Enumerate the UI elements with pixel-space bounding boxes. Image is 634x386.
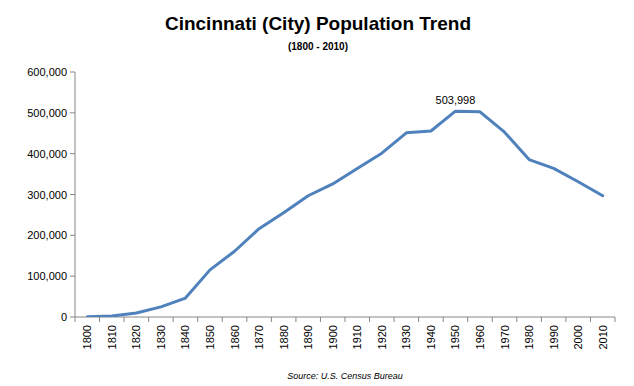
population-line [87,111,602,316]
x-tick [148,317,149,322]
x-tick [516,317,517,322]
x-tick [345,317,346,322]
x-tick [443,317,444,322]
x-tick [467,317,468,322]
y-tick-label: 500,000 [27,107,67,119]
chart-container: Cincinnati (City) Population Trend (1800 … [0,0,634,386]
x-tick [418,317,419,322]
y-tick [70,112,75,113]
x-tick-label: 2000 [572,325,584,349]
x-tick-label: 1960 [474,325,486,349]
x-tick-label: 2010 [597,325,609,349]
x-tick-label: 1860 [229,325,241,349]
x-tick-label: 1940 [425,325,437,349]
x-tick-label: 1980 [523,325,535,349]
x-tick-label: 1830 [155,325,167,349]
y-tick-label: 600,000 [27,66,67,78]
y-tick [70,153,75,154]
x-tick-label: 1950 [449,325,461,349]
chart-svg: Cincinnati (City) Population Trend (1800 … [0,0,634,386]
x-tick-label: 1970 [499,325,511,349]
x-tick [197,317,198,322]
title: Cincinnati (City) Population Trend [165,13,471,34]
x-tick [124,317,125,322]
y-tick [70,72,75,73]
x-tick-label: 1910 [351,325,363,349]
x-tick [541,317,542,322]
x-tick-label: 1800 [81,325,93,349]
x-tick [565,317,566,322]
x-tick [295,317,296,322]
x-tick-label: 1990 [548,325,560,349]
x-tick [615,317,616,322]
y-tick-label: 0 [61,311,67,323]
x-tick-label: 1840 [179,325,191,349]
y-tick [70,235,75,236]
x-tick-label: 1880 [278,325,290,349]
y-tick [70,317,75,318]
x-tick-label: 1920 [376,325,388,349]
x-tick-label: 1850 [204,325,216,349]
x-tick [320,317,321,322]
y-tick-label: 200,000 [27,229,67,241]
subtitle: (1800 - 2010) [288,41,348,52]
x-tick-label: 1930 [400,325,412,349]
x-tick [75,317,76,322]
x-tick [590,317,591,322]
x-tick [369,317,370,322]
x-tick-label: 1870 [253,325,265,349]
x-tick-label: 1820 [130,325,142,349]
data-label: 503,998 [436,94,476,106]
y-tick-label: 400,000 [27,148,67,160]
y-axis [75,72,76,317]
source: Source: U.S. Census Bureau [287,371,403,381]
x-tick [99,317,100,322]
y-tick-label: 100,000 [27,270,67,282]
x-tick [222,317,223,322]
x-tick [173,317,174,322]
y-tick [70,194,75,195]
x-tick [246,317,247,322]
x-tick-label: 1810 [106,325,118,349]
y-tick [70,276,75,277]
x-tick [492,317,493,322]
x-tick-label: 1900 [327,325,339,349]
plot-area [87,111,602,316]
x-tick [394,317,395,322]
y-tick-label: 300,000 [27,189,67,201]
x-tick-label: 1890 [302,325,314,349]
x-tick [271,317,272,322]
